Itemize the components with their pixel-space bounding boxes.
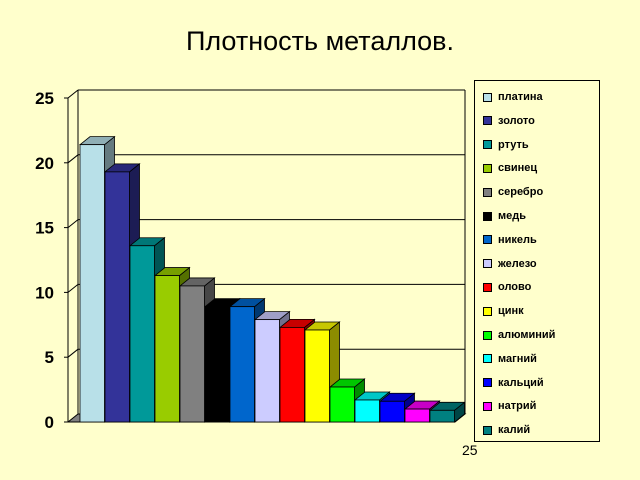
- legend-label: свинец: [498, 162, 538, 175]
- legend-item: медь: [483, 208, 526, 224]
- legend-swatch: [483, 92, 492, 102]
- bar-front: [79, 144, 105, 423]
- bar-front: [129, 245, 155, 423]
- legend-swatch: [483, 330, 492, 340]
- legend-label: платина: [498, 91, 543, 103]
- legend-item: никель: [483, 232, 537, 248]
- chart-legend: платина золото ртуть свинец серебро медь никел…: [474, 80, 600, 442]
- legend-label: ртуть: [498, 138, 529, 151]
- legend-swatch: [483, 259, 492, 269]
- legend-swatch: [483, 163, 492, 173]
- legend-item: золото: [483, 113, 535, 129]
- legend-item: олово: [483, 279, 531, 295]
- legend-swatch: [483, 282, 492, 292]
- bar-калий: [428, 401, 466, 423]
- legend-item: ртуть: [483, 137, 529, 153]
- legend-swatch: [483, 306, 492, 316]
- y-tick-label: 25: [35, 89, 54, 108]
- bar-front: [179, 285, 205, 423]
- legend-label: натрий: [498, 400, 537, 413]
- legend-swatch: [483, 211, 492, 221]
- legend-item: железо: [483, 256, 537, 272]
- gridline-side: [67, 284, 79, 293]
- legend-label: цинк: [498, 305, 524, 318]
- bar-front: [229, 306, 255, 423]
- bar-алюминий: [328, 378, 366, 423]
- bar-front: [254, 319, 280, 423]
- bar-front: [329, 386, 355, 423]
- bar-front: [154, 275, 180, 423]
- legend-label: олово: [498, 281, 532, 294]
- legend-swatch: [483, 140, 492, 150]
- legend-label: алюминий: [498, 329, 556, 341]
- legend-swatch: [483, 187, 492, 197]
- bar-front: [204, 306, 230, 423]
- bar-front: [429, 409, 455, 423]
- legend-label: серебро: [498, 186, 544, 199]
- bar-front: [279, 326, 305, 423]
- y-tick-label: 10: [35, 283, 54, 302]
- legend-label: магний: [498, 352, 537, 365]
- legend-label: медь: [498, 210, 526, 222]
- legend-label: железо: [498, 257, 537, 270]
- legend-swatch: [483, 401, 492, 411]
- legend-label: золото: [498, 114, 535, 127]
- bar-front: [104, 171, 130, 423]
- legend-swatch: [483, 235, 492, 245]
- legend-label: кальций: [498, 376, 544, 389]
- bar-front: [304, 329, 330, 423]
- gridline-side: [67, 154, 79, 164]
- legend-label: калий: [498, 424, 531, 437]
- bar-front: [379, 400, 405, 423]
- page-number: 25: [462, 442, 478, 458]
- chart-title: Плотность металлов.: [185, 26, 455, 56]
- legend-label: никель: [498, 233, 537, 246]
- legend-swatch: [483, 425, 492, 435]
- legend-item: калий: [483, 422, 530, 438]
- y-tick-label: 20: [35, 154, 54, 173]
- legend-swatch: [483, 354, 492, 364]
- y-tick-label: 15: [35, 219, 54, 238]
- bar-цинк: [303, 321, 341, 423]
- legend-swatch: [483, 378, 492, 388]
- legend-item: кальций: [483, 375, 544, 391]
- legend-item: свинец: [483, 160, 537, 176]
- bar-front: [404, 408, 430, 423]
- y-tick-label: 0: [45, 413, 54, 432]
- y-tick-label: 5: [45, 348, 54, 367]
- legend-swatch: [483, 116, 492, 126]
- legend-item: магний: [483, 351, 537, 367]
- gridline-side: [67, 219, 79, 228]
- bar-front: [354, 399, 380, 423]
- legend-item: серебро: [483, 184, 543, 200]
- gridline-side: [67, 89, 79, 99]
- legend-item: платина: [483, 89, 543, 105]
- gridline-side: [67, 348, 79, 358]
- legend-item: натрий: [483, 398, 536, 414]
- legend-item: цинк: [483, 303, 524, 319]
- legend-item: алюминий: [483, 327, 555, 343]
